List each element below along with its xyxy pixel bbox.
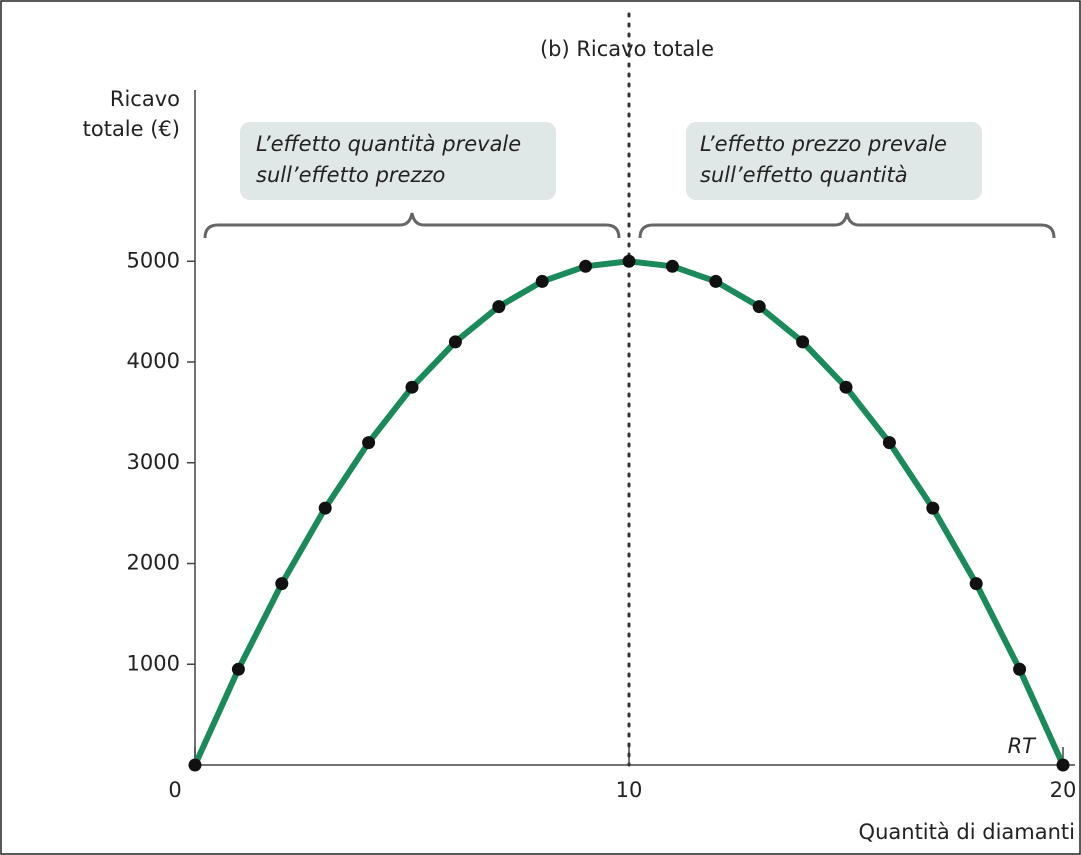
point: [405, 380, 419, 394]
y-tick-label: 4000: [127, 349, 180, 373]
point: [492, 300, 506, 314]
x-tick-label: 20: [1050, 778, 1077, 802]
point: [926, 501, 940, 515]
point: [709, 274, 723, 288]
x-tick-label: 0: [168, 778, 181, 802]
annotation-box: [240, 122, 556, 200]
point: [535, 274, 549, 288]
brace: [638, 212, 1056, 239]
annotation: L’effetto quantità prevale: [256, 132, 521, 156]
y-tick-label: 5000: [127, 248, 180, 272]
point: [622, 254, 636, 268]
point: [839, 380, 853, 394]
y-axis-label: totale (€): [83, 117, 180, 141]
annotation: L’effetto prezzo prevale: [700, 132, 947, 156]
point: [882, 436, 896, 450]
point: [1013, 662, 1027, 676]
chart-title: (b) Ricavo totale: [540, 37, 714, 61]
point: [752, 300, 766, 314]
y-axis-label: Ricavo: [110, 87, 180, 111]
point: [796, 335, 810, 349]
x-axis-label: Quantità di diamanti: [859, 820, 1075, 844]
brace: [203, 212, 621, 239]
y-tick-label: 3000: [127, 450, 180, 474]
y-tick-label: 1000: [127, 651, 180, 675]
annotation: sull’effetto quantità: [700, 163, 908, 187]
point: [448, 335, 462, 349]
point: [362, 436, 376, 450]
y-tick-label: 2000: [127, 551, 180, 575]
point: [188, 758, 202, 772]
point: [231, 662, 245, 676]
point: [579, 259, 593, 273]
annotation: sull’effetto prezzo: [256, 163, 445, 187]
point: [275, 577, 289, 591]
series-label: RT: [1008, 734, 1038, 758]
point: [665, 259, 679, 273]
point: [969, 577, 983, 591]
x-tick-label: 10: [616, 778, 643, 802]
annotation-box: [686, 122, 982, 200]
point: [318, 501, 332, 515]
point: [1056, 758, 1070, 772]
